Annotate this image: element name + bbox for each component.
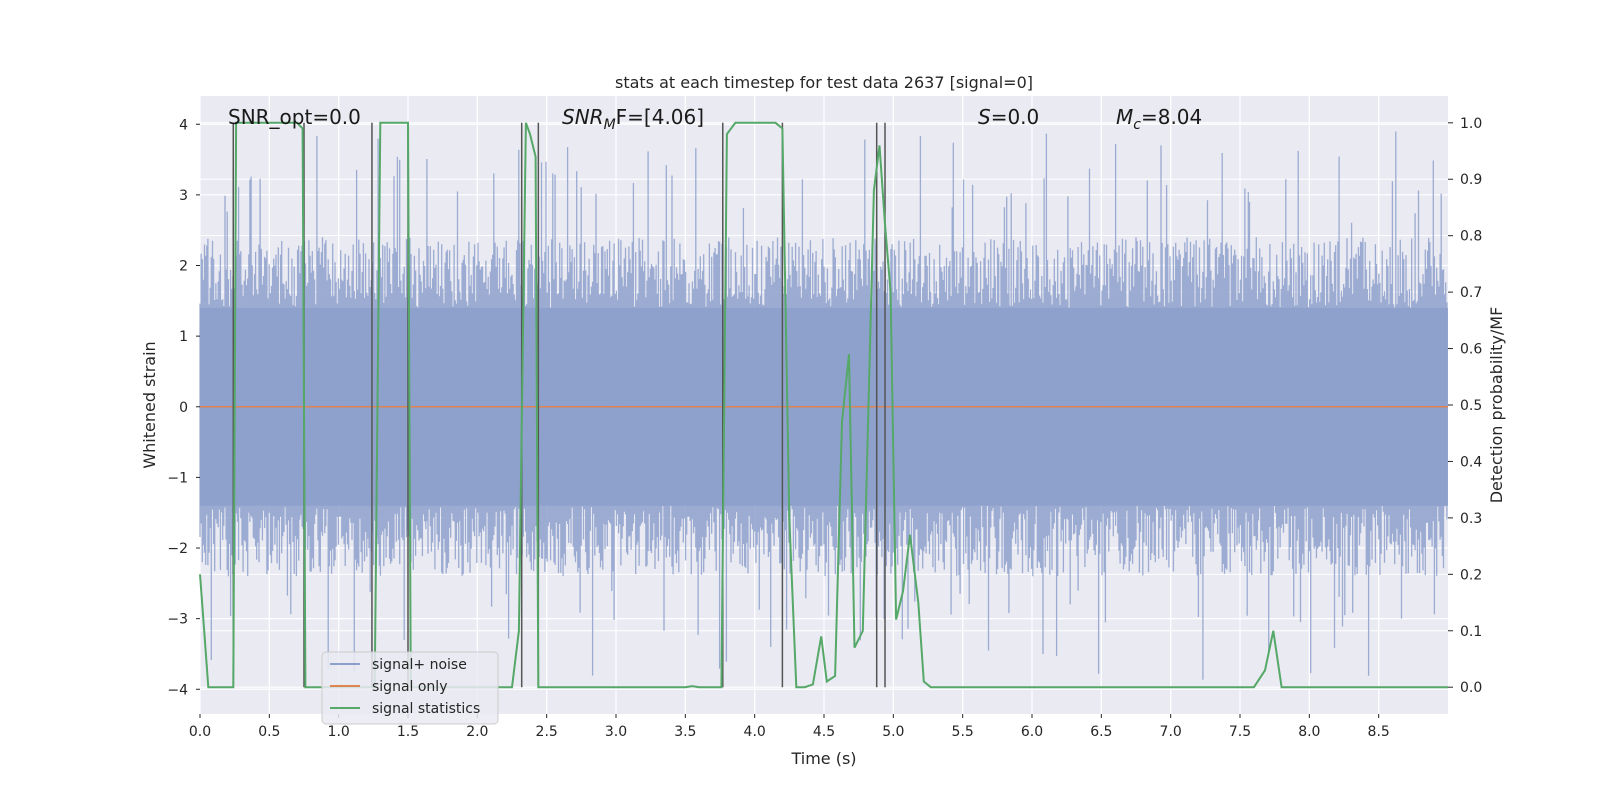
x-tick-label: 2.5 — [536, 724, 558, 740]
y-tick-label: −1 — [167, 470, 188, 486]
y2-tick-label: 0.6 — [1460, 342, 1482, 358]
mc-base: M — [1116, 105, 1133, 129]
mc-sub: c — [1133, 117, 1141, 133]
x-tick-label: 1.0 — [328, 724, 350, 740]
y-tick-label: −3 — [167, 612, 188, 628]
x-tick-labels: 0.0 0.5 1.0 1.5 2.0 2.5 3.0 3.5 4.0 4.5 5.0 5.5 6.0 6… — [189, 714, 1390, 740]
y2-tick-labels: 1.0 0.9 0.8 0.7 0.6 0.5 0.4 0.3 0.2 0.1 0.0 — [1448, 116, 1482, 696]
mc-rest: =8.04 — [1141, 105, 1202, 129]
y2-tick-label: 0.2 — [1460, 567, 1482, 583]
annotation-s: S=0.0 — [978, 105, 1039, 129]
signal-statistics-line — [199, 121, 1448, 689]
signal-statistics-series — [199, 121, 1448, 689]
y-axis-label: Whitened strain — [140, 341, 159, 468]
y2-tick-label: 1.0 — [1460, 116, 1482, 132]
snr-mf-sub: M — [604, 117, 616, 133]
x-tick-label: 1.5 — [397, 724, 419, 740]
annotation-snr-mf: SNRMF=[4.06] — [562, 105, 704, 133]
x-tick-label: 6.0 — [1021, 724, 1043, 740]
s-symbol: S — [978, 105, 991, 129]
legend-label-signal-statistics: signal statistics — [372, 701, 480, 717]
snr-mf-rest: F=[4.06] — [616, 105, 704, 129]
annotation-snr-opt: SNR_opt=0.0 — [228, 105, 361, 129]
x-tick-label: 0.5 — [258, 724, 280, 740]
x-tick-label: 6.5 — [1090, 724, 1112, 740]
legend: signal+ noise signal only signal statist… — [321, 651, 499, 725]
legend-label-signal-only: signal only — [372, 679, 447, 695]
y2-tick-label: 0.5 — [1460, 398, 1482, 414]
x-tick-label: 8.5 — [1368, 724, 1390, 740]
y2-tick-label: 0.8 — [1460, 229, 1482, 245]
x-tick-label: 7.0 — [1160, 724, 1182, 740]
y2-tick-label: 0.7 — [1460, 285, 1482, 301]
snr-mf-base: SNR — [562, 105, 604, 129]
x-tick-label: 3.5 — [674, 724, 696, 740]
y-tick-label: −4 — [167, 682, 188, 698]
y-tick-label: 2 — [179, 259, 188, 275]
x-tick-label: 3.0 — [605, 724, 627, 740]
x-tick-label: 7.5 — [1229, 724, 1251, 740]
y2-tick-label: 0.9 — [1460, 172, 1482, 188]
x-tick-label: 8.0 — [1298, 724, 1320, 740]
x-tick-label: 2.0 — [466, 724, 488, 740]
y2-tick-label: 0.3 — [1460, 511, 1482, 527]
y2-tick-label: 0.4 — [1460, 454, 1482, 470]
s-rest: =0.0 — [991, 105, 1040, 129]
y2-tick-label: 0.0 — [1460, 680, 1482, 696]
x-tick-label: 4.0 — [744, 724, 766, 740]
y-tick-label: 1 — [179, 329, 188, 345]
x-tick-label: 5.0 — [882, 724, 904, 740]
x-tick-label: 5.5 — [952, 724, 974, 740]
y-tick-label: −2 — [167, 541, 188, 557]
legend-label-signal-noise: signal+ noise — [372, 657, 467, 673]
legend-box — [321, 651, 499, 725]
y-tick-label: 0 — [179, 400, 188, 416]
x-tick-label: 0.0 — [189, 724, 211, 740]
y-tick-labels: 4 3 2 1 0 −1 −2 −3 −4 — [167, 117, 200, 698]
y-tick-label: 3 — [179, 188, 188, 204]
chart-title: stats at each timestep for test data 263… — [615, 73, 1033, 92]
x-axis-label: Time (s) — [790, 749, 856, 768]
y2-axis-label: Detection probability/MF — [1487, 307, 1506, 504]
annotation-mc: Mc=8.04 — [1116, 105, 1202, 133]
y-tick-label: 4 — [179, 117, 188, 133]
y2-tick-label: 0.1 — [1460, 624, 1482, 640]
x-tick-label: 4.5 — [813, 724, 835, 740]
